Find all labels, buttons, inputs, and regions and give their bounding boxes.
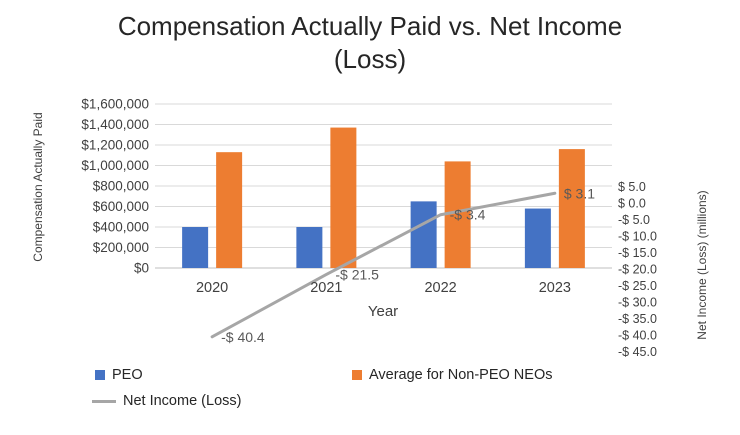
bar-non-peo-neos-2020 — [216, 152, 243, 268]
right-axis-tick-label: -$ 30.0 — [618, 296, 657, 310]
right-axis-tick-label: -$ 45.0 — [618, 345, 657, 359]
line-data-label: -$ 3.4 — [450, 207, 486, 223]
right-axis-tick-label: -$ 15.0 — [618, 246, 657, 260]
line-data-label: -$ 40.4 — [221, 329, 265, 345]
chart-title: Compensation Actually Paid vs. Net Incom… — [0, 10, 740, 75]
right-axis-tick-label: -$ 10.0 — [618, 230, 657, 244]
right-axis-tick-label: $ 5.0 — [618, 180, 646, 194]
right-axis-tick-label: $ 0.0 — [618, 197, 646, 211]
left-axis-tick-label: $1,600,000 — [81, 97, 149, 112]
bar-peo-2022 — [410, 201, 437, 268]
right-axis-tick-label: -$ 20.0 — [618, 263, 657, 277]
left-axis-tick-label: $1,400,000 — [81, 117, 149, 132]
x-axis-title: Year — [367, 303, 399, 320]
bar-non-peo-neos-2021 — [330, 127, 357, 268]
left-axis-tick-label: $1,200,000 — [81, 138, 149, 153]
net-income-legend-marker — [92, 399, 116, 403]
non-peo-neos-legend-label: Average for Non-PEO NEOs — [369, 367, 553, 383]
legend-item-peo: PEO — [95, 367, 143, 383]
x-axis-category-label: 2020 — [196, 280, 228, 296]
left-axis-tick-label: $800,000 — [93, 179, 149, 194]
left-axis-tick-label: $1,000,000 — [81, 158, 149, 173]
left-axis-tick-label: $0 — [134, 261, 149, 276]
legend-item-net-income: Net Income (Loss) — [92, 393, 241, 409]
right-axis-tick-label: -$ 35.0 — [618, 312, 657, 326]
peo-legend-marker — [95, 370, 105, 380]
bar-non-peo-neos-2023 — [558, 149, 585, 268]
peo-legend-label: PEO — [112, 367, 143, 383]
bar-non-peo-neos-2022 — [444, 161, 471, 268]
bar-peo-2020 — [182, 227, 209, 268]
net-income-line — [210, 191, 557, 339]
x-axis-category-label: 2022 — [424, 280, 456, 296]
left-axis-tick-label: $600,000 — [93, 199, 149, 214]
bar-peo-2023 — [524, 208, 551, 268]
right-axis-tick-label: -$ 25.0 — [618, 279, 657, 293]
right-axis-tick-label: -$ 5.0 — [618, 213, 650, 227]
chart-title-line2: (Loss) — [333, 43, 407, 74]
non-peo-neos-legend-marker — [352, 370, 362, 380]
line-data-label: -$ 21.5 — [335, 266, 379, 282]
line-data-label: $ 3.1 — [564, 185, 595, 201]
left-axis-tick-label: $400,000 — [93, 220, 149, 235]
bar-peo-2021 — [296, 227, 323, 268]
right-axis-tick-label: -$ 40.0 — [618, 329, 657, 343]
net-income-legend-label: Net Income (Loss) — [123, 393, 242, 409]
x-axis-category-label: 2021 — [310, 280, 342, 296]
chart-title-line1: Compensation Actually Paid vs. Net Incom… — [117, 11, 623, 41]
left-axis-tick-label: $200,000 — [93, 240, 149, 255]
legend-item-non-peo-neos: Average for Non-PEO NEOs — [352, 367, 552, 383]
x-axis-category-label: 2023 — [539, 280, 571, 296]
